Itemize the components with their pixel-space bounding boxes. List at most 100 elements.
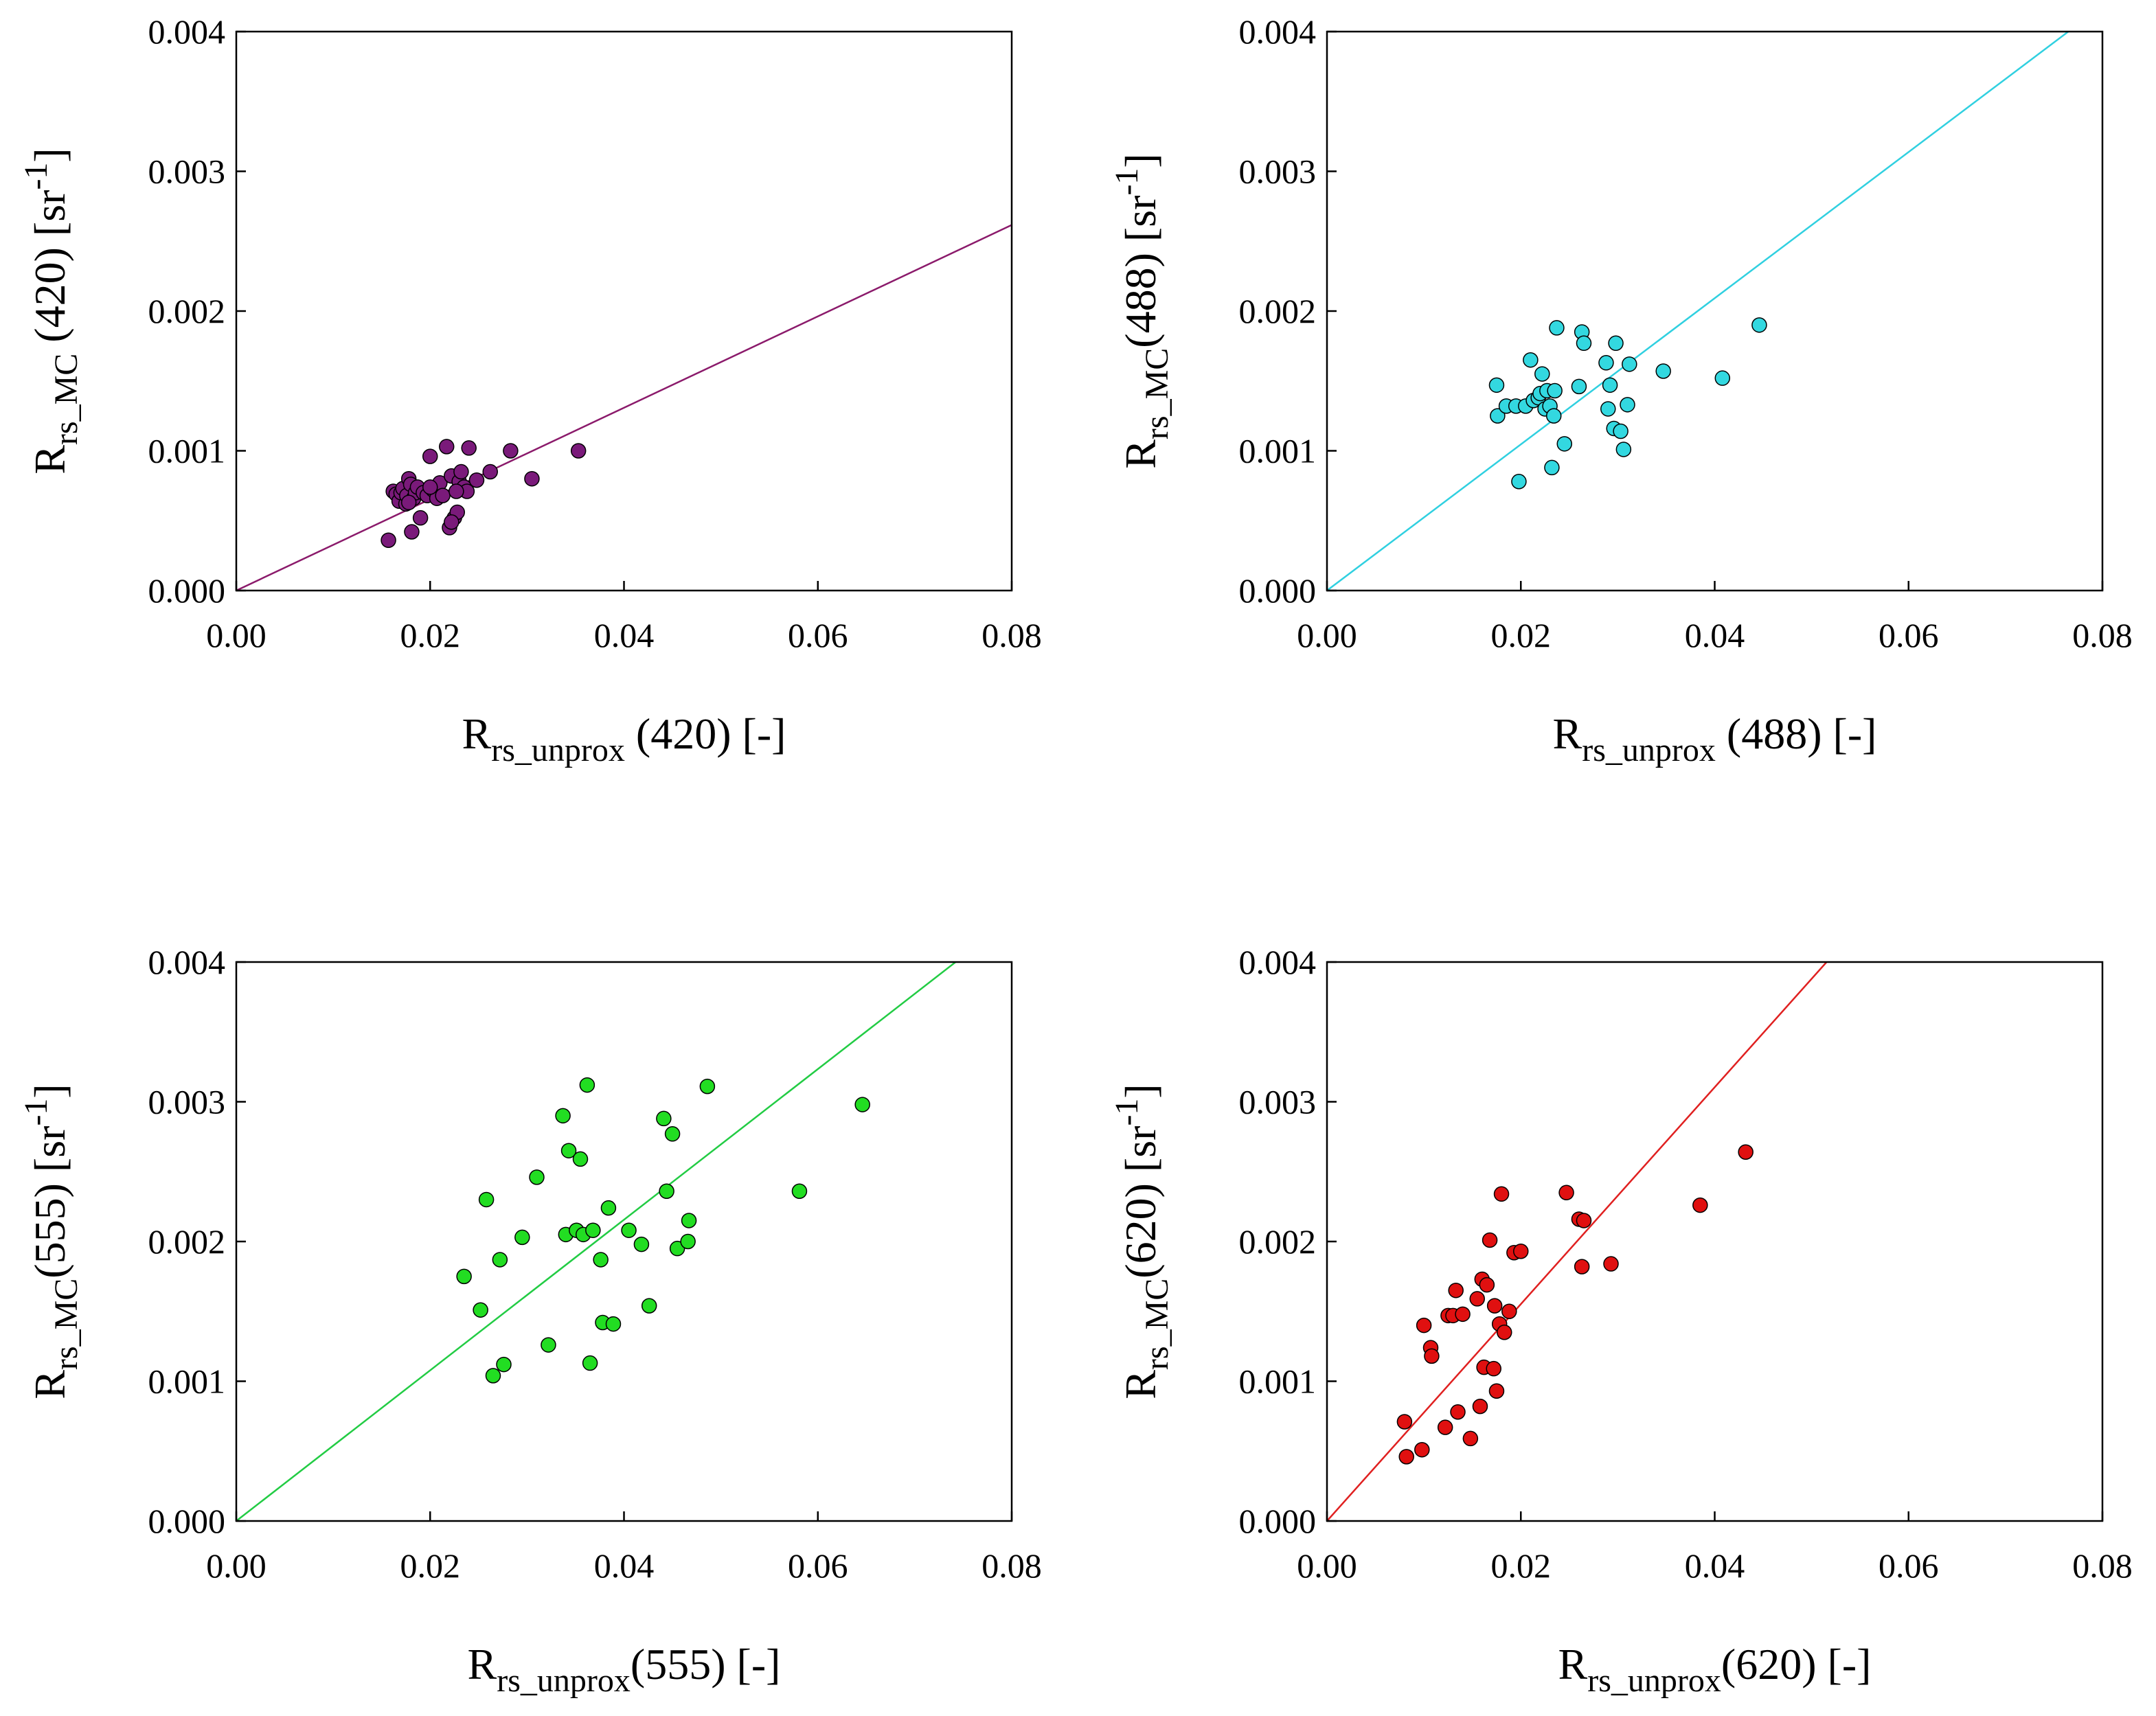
- data-point: [1608, 335, 1624, 352]
- data-point: [1714, 370, 1731, 386]
- y-tick-label: 0.004: [148, 12, 226, 51]
- data-point: [1437, 1419, 1453, 1435]
- x-axis-title: Rrs_unprox(555) [-]: [468, 1640, 781, 1699]
- x-axis-title-rest: (555) [-]: [631, 1640, 781, 1689]
- x-tick-label: 0.02: [400, 616, 461, 654]
- y-axis-title-sup: -1: [1109, 168, 1145, 196]
- data-point: [524, 470, 540, 487]
- data-point: [1602, 377, 1618, 393]
- x-tick-label: 0.06: [1879, 616, 1939, 654]
- data-point: [438, 439, 455, 455]
- data-point: [514, 1229, 530, 1246]
- y-axis-title-close: ]: [25, 148, 74, 162]
- y-tick-label: 0.001: [148, 1362, 226, 1401]
- data-point: [1534, 366, 1550, 382]
- data-point: [1424, 1348, 1440, 1364]
- y-tick-label: 0.001: [1239, 1362, 1317, 1401]
- x-axis-title-main: R: [1558, 1640, 1588, 1689]
- data-point: [555, 1108, 571, 1124]
- y-axis-title-close: ]: [1116, 1084, 1165, 1098]
- x-axis-title: Rrs_unprox (420) [-]: [462, 709, 786, 768]
- data-point: [570, 443, 587, 459]
- y-tick-label: 0.003: [148, 152, 226, 191]
- data-point: [1450, 1404, 1466, 1420]
- y-axis-title-sub: rs_MC: [48, 1279, 84, 1370]
- y-axis-title-main: R: [1116, 439, 1165, 469]
- data-point: [1513, 1243, 1529, 1259]
- y-tick-label: 0.000: [1239, 1502, 1317, 1540]
- data-point: [1655, 363, 1671, 379]
- data-point: [404, 524, 420, 540]
- x-axis-title-sub: rs_unprox: [491, 732, 625, 768]
- data-point: [1600, 401, 1616, 417]
- y-axis-title-sup: -1: [18, 163, 54, 190]
- data-point: [1603, 1256, 1619, 1272]
- x-tick-label: 0.04: [594, 1546, 655, 1585]
- data-point: [485, 1368, 501, 1384]
- data-point: [600, 1200, 617, 1216]
- x-tick-label: 0.02: [1491, 616, 1552, 654]
- data-point: [503, 443, 519, 459]
- data-point: [560, 1143, 577, 1158]
- data-point: [456, 1268, 472, 1285]
- data-point: [400, 494, 417, 511]
- y-axis-title-close: ]: [25, 1084, 74, 1098]
- data-point: [1576, 335, 1592, 352]
- y-tick-label: 0.003: [1239, 1083, 1317, 1121]
- y-tick-label: 0.002: [1239, 292, 1317, 330]
- data-point: [1482, 1232, 1498, 1248]
- y-tick-label: 0.000: [148, 571, 226, 610]
- data-point: [1544, 459, 1560, 476]
- data-point: [641, 1298, 657, 1314]
- fit-line: [236, 224, 1012, 591]
- data-point: [1622, 356, 1637, 372]
- x-tick-label: 0.04: [1685, 616, 1745, 654]
- fit-line: [236, 962, 957, 1521]
- data-point: [449, 483, 464, 499]
- data-point: [1545, 408, 1562, 424]
- data-point: [422, 479, 438, 495]
- y-axis-title-rest: (420) [sr: [25, 190, 74, 354]
- data-point: [669, 1240, 685, 1257]
- y-tick-label: 0.003: [148, 1083, 226, 1121]
- data-point: [381, 532, 396, 548]
- data-point: [435, 488, 451, 503]
- data-point: [1486, 1360, 1501, 1377]
- y-axis-title: Rrs_MC(620) [sr-1]: [1109, 1084, 1175, 1399]
- y-axis-title-sup: -1: [18, 1099, 54, 1126]
- data-point: [1692, 1197, 1708, 1213]
- x-axis-title-sub: rs_unprox: [1582, 732, 1716, 768]
- x-tick-label: 0.06: [1879, 1546, 1939, 1585]
- plot-frame: [235, 30, 1013, 592]
- data-point: [680, 1233, 696, 1250]
- x-axis-title-sub: rs_unprox: [497, 1662, 631, 1699]
- y-tick-label: 0.002: [148, 1222, 226, 1261]
- data-point: [699, 1078, 716, 1095]
- data-point: [1448, 1282, 1464, 1299]
- y-axis-title-main: R: [25, 445, 74, 474]
- y-axis-title: Rrs_MC(555) [sr-1]: [18, 1084, 84, 1399]
- y-axis-title-main: R: [25, 1370, 74, 1399]
- x-tick-label: 0.02: [1491, 1546, 1552, 1585]
- x-tick-label: 0.04: [1685, 1546, 1745, 1585]
- data-point: [659, 1183, 674, 1199]
- data-point: [621, 1222, 637, 1238]
- data-point: [1613, 423, 1629, 439]
- data-point: [854, 1097, 870, 1112]
- data-point: [444, 514, 459, 530]
- data-point: [605, 1316, 622, 1332]
- plot-frame: [235, 961, 1013, 1522]
- data-point: [1558, 1185, 1574, 1201]
- data-point: [579, 1077, 595, 1093]
- data-point: [1455, 1306, 1471, 1323]
- x-tick-label: 0.00: [1297, 616, 1357, 654]
- x-axis-title: Rrs_unprox(620) [-]: [1558, 1640, 1872, 1699]
- y-tick-label: 0.004: [1239, 943, 1317, 981]
- x-tick-label: 0.08: [981, 1546, 1042, 1585]
- data-point: [492, 1252, 508, 1268]
- chart-panel-420: 0.00 0.02 0.04 0.06 0.08 0.000 0.001 0.002 0.003…: [18, 12, 1042, 768]
- data-point: [529, 1169, 545, 1185]
- data-point: [1501, 1303, 1517, 1319]
- data-point: [1414, 1441, 1430, 1458]
- x-axis-title-main: R: [462, 709, 492, 758]
